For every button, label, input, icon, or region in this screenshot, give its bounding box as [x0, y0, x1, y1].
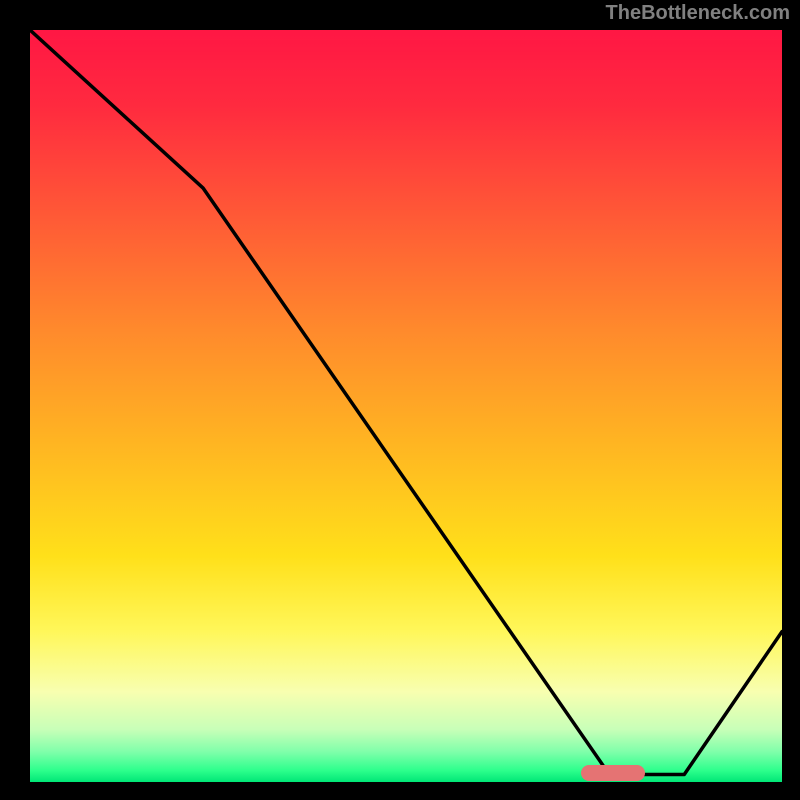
watermark-text: TheBottleneck.com — [606, 2, 790, 25]
optimal-range-marker — [581, 765, 645, 781]
bottleneck-curve — [30, 30, 782, 782]
plot-area — [30, 30, 782, 782]
